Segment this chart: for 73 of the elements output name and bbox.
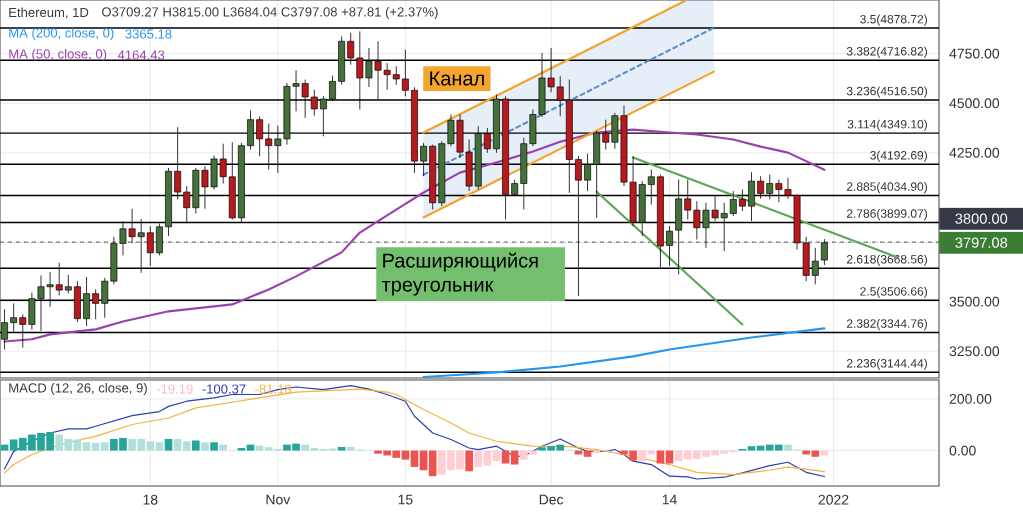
- y-tick-label: 4250.00: [949, 147, 1000, 158]
- bar: [210, 442, 218, 451]
- bar: [510, 450, 519, 465]
- bar: [465, 450, 473, 472]
- ref-line-label: 3.114(4349.10): [847, 119, 927, 131]
- ref-line-label: 2.885(4034.90): [846, 182, 927, 194]
- y-tick-label: 4750.00: [949, 48, 1000, 59]
- bar: [9, 439, 18, 451]
- bar: [656, 450, 665, 464]
- bar: [192, 440, 200, 451]
- ref-line-label: 3800.00: [955, 213, 1008, 224]
- chart-subtitle: O3709.27 H3815.00 L3684.04 C3797.08 +87.81 (+2.37%): [102, 6, 438, 20]
- candlestick: [64, 274, 72, 294]
- annotation: Расширяющийся треугольник: [381, 252, 538, 296]
- text: MA (50, close, 0): [9, 48, 107, 62]
- ref-line-label: 2.236(3144.44): [846, 358, 927, 370]
- x-tick-label: 2022: [818, 494, 849, 505]
- bar: [182, 441, 191, 451]
- y-tick-label: 3500.00: [949, 296, 1000, 307]
- candlestick: [392, 65, 400, 86]
- ref-line-label: 3797.08: [955, 237, 1008, 248]
- bar: [665, 450, 674, 464]
- bar: [237, 448, 246, 451]
- bar: [100, 442, 109, 451]
- bar: [483, 450, 492, 466]
- bar: [173, 438, 182, 451]
- chart-title: Ethereum, 1D: [9, 7, 89, 19]
- annotation: -19.19: [156, 384, 193, 394]
- y-tick-label: 4500.00: [949, 98, 1000, 109]
- y-tick-label: 200.00: [949, 393, 992, 404]
- ref-line-label: 2.618(3668.56): [846, 254, 927, 266]
- ref-line-label: 2.786(3899.07): [846, 208, 927, 221]
- x-tick-label: 14: [662, 494, 677, 505]
- bar: [820, 450, 829, 456]
- ref-line-label: 3.236(4516.50): [846, 86, 927, 98]
- candlestick: [820, 238, 828, 266]
- annotation: 4164.43: [117, 50, 165, 60]
- bar: [201, 442, 209, 451]
- x-tick-label: Dec: [539, 494, 564, 505]
- bar: [0, 444, 9, 451]
- x-tick-label: 15: [398, 494, 413, 505]
- bar: [428, 450, 437, 477]
- bar: [474, 450, 483, 467]
- ref-line-label: 2.382(3344.76): [846, 318, 927, 331]
- annotation: Канал: [430, 71, 484, 86]
- annotation: -100.37: [202, 384, 246, 394]
- bar: [73, 439, 82, 451]
- bar: [401, 450, 410, 460]
- bar: [82, 442, 91, 451]
- ref-line-label: 3(4192.69): [870, 150, 927, 162]
- x-tick-label: Nov: [266, 494, 291, 505]
- chart-title: MACD (12, 26, close, 9): [9, 382, 147, 396]
- bar: [164, 438, 173, 451]
- bar: [91, 442, 100, 451]
- ref-line-label: 3.382(4716.82): [846, 46, 927, 58]
- candlestick: [729, 190, 737, 217]
- line-series: [422, 327, 826, 379]
- bar: [155, 442, 164, 451]
- line-series: [3, 128, 826, 343]
- ref-line-label: 2.5(3506.66): [860, 286, 927, 299]
- bar: [501, 450, 510, 464]
- y-tick-label: 0.00: [949, 445, 976, 456]
- annotation: 3365.18: [125, 29, 172, 39]
- ref-line-label: 3.5(4878.72): [860, 14, 927, 26]
- bar: [410, 450, 419, 467]
- bar: [246, 444, 255, 451]
- bar: [756, 445, 765, 451]
- bar: [337, 446, 346, 451]
- text: MA (200, close, 0): [9, 27, 114, 41]
- y-tick-label: 3250.00: [949, 346, 1000, 357]
- x-tick-label: 18: [143, 494, 158, 505]
- bar: [747, 446, 756, 451]
- bar: [255, 445, 264, 451]
